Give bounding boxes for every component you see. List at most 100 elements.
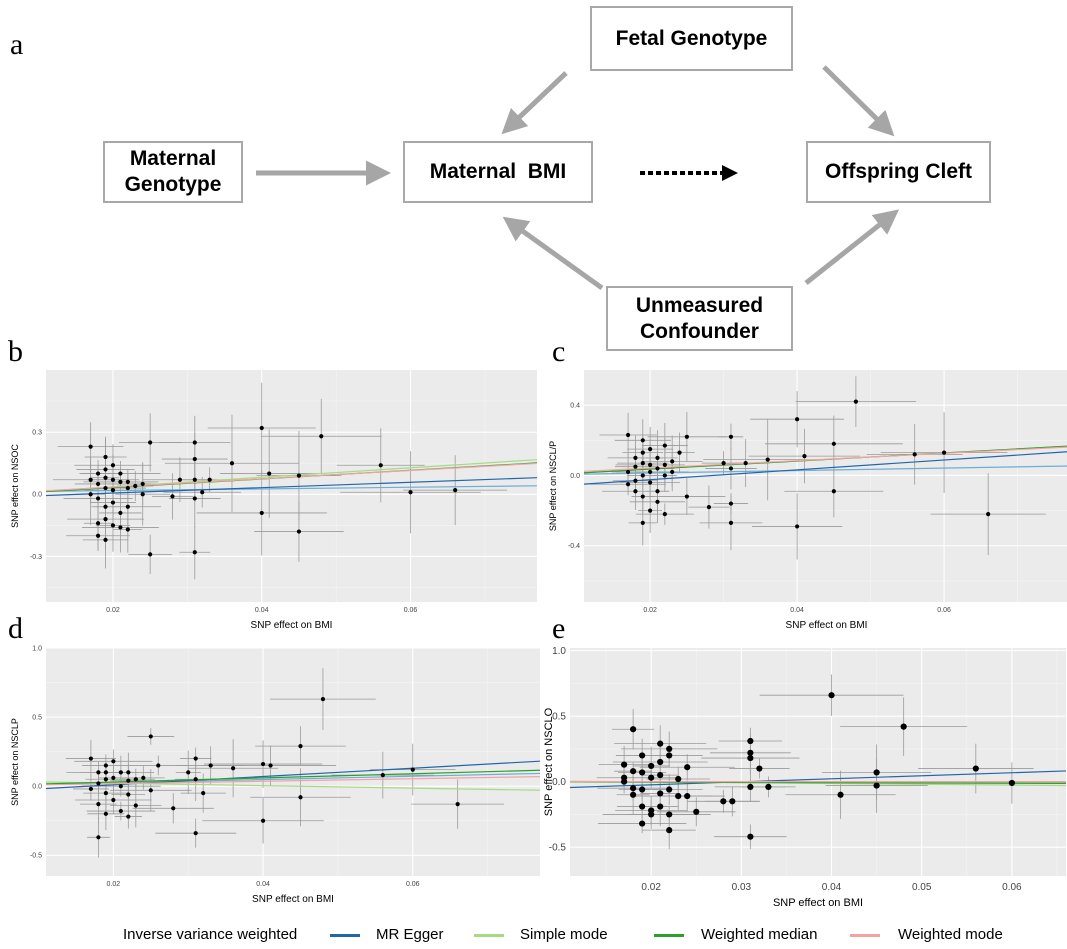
panel-label-c: c xyxy=(552,335,566,368)
data-point xyxy=(873,769,880,776)
data-point xyxy=(378,463,383,468)
data-point xyxy=(118,784,123,789)
node-maternal-genotype: Maternal Genotype xyxy=(103,141,243,203)
data-point xyxy=(96,835,101,840)
data-point xyxy=(662,462,667,468)
data-point xyxy=(831,489,836,494)
data-point xyxy=(640,461,645,466)
data-point xyxy=(639,769,646,776)
data-point xyxy=(380,773,385,778)
data-point xyxy=(630,791,637,798)
data-point xyxy=(684,792,691,800)
data-point xyxy=(630,785,637,792)
y-axis-label: SNP effect on NSCLO xyxy=(543,707,555,816)
data-point xyxy=(728,520,734,526)
data-point xyxy=(259,510,264,516)
y-tick-label: 0.3 xyxy=(32,429,42,436)
data-point xyxy=(630,768,637,775)
data-point xyxy=(831,441,836,446)
data-point xyxy=(140,481,145,487)
plot-background xyxy=(46,648,540,876)
data-point xyxy=(657,790,664,797)
data-point xyxy=(639,752,646,759)
data-point xyxy=(267,471,272,476)
data-point xyxy=(192,550,197,555)
data-point xyxy=(640,438,645,443)
data-point xyxy=(684,434,689,439)
data-point xyxy=(260,761,266,767)
data-point xyxy=(118,479,123,484)
y-tick-label: -0.4 xyxy=(568,543,580,550)
data-point xyxy=(186,770,191,775)
data-point xyxy=(455,802,460,807)
node-offspring-cleft: Offspring Cleft xyxy=(806,141,991,203)
data-point xyxy=(795,524,800,529)
data-point xyxy=(156,763,161,768)
data-point xyxy=(268,763,273,768)
x-tick-label: 0.04 xyxy=(256,881,270,888)
data-point xyxy=(670,469,675,475)
data-point xyxy=(140,492,145,497)
data-point xyxy=(410,767,415,772)
legend-label-weighted-median: Weighted median xyxy=(701,926,818,943)
data-point xyxy=(103,777,108,782)
data-point xyxy=(118,808,123,814)
plot-area xyxy=(584,376,1067,560)
data-point xyxy=(648,762,655,770)
data-point xyxy=(110,523,116,528)
regression-line xyxy=(584,446,1067,472)
data-point xyxy=(648,462,653,468)
data-point xyxy=(640,494,645,499)
data-point xyxy=(662,512,667,517)
x-tick-label: 0.02 xyxy=(643,607,657,614)
legend-label-ivw: Inverse variance weighted xyxy=(123,926,298,943)
regression-line xyxy=(46,776,540,786)
y-tick-label: 1.0 xyxy=(552,646,566,657)
data-point xyxy=(747,749,754,756)
data-point xyxy=(693,808,700,815)
data-point xyxy=(900,723,907,730)
data-point xyxy=(630,726,637,733)
y-tick-label: 0.0 xyxy=(32,784,42,791)
data-point xyxy=(657,772,664,779)
data-point xyxy=(177,477,183,482)
data-point xyxy=(648,480,653,485)
data-point xyxy=(662,443,667,448)
x-tick-label: 0.04 xyxy=(790,607,804,614)
data-point xyxy=(675,775,682,783)
chart-d: 0.02 0.04 0.06 -0.5 0.0 0.5 1.0 SNP effect on B… xyxy=(10,645,540,905)
x-tick-label: 0.04 xyxy=(255,607,269,614)
data-point xyxy=(103,770,108,775)
data-point xyxy=(110,500,116,505)
data-point xyxy=(986,512,991,517)
data-point xyxy=(118,510,123,516)
data-point xyxy=(126,778,131,783)
data-point xyxy=(756,765,763,772)
data-point xyxy=(765,783,772,790)
chart-c: 0.02 0.04 0.06 -0.4 0.0 0.4 SNP effect on BMI S… xyxy=(548,370,1067,631)
x-tick-label: 0.03 xyxy=(732,882,752,893)
data-point xyxy=(873,782,880,789)
data-point xyxy=(655,499,660,504)
y-tick-label: -0.5 xyxy=(549,843,567,854)
data-point xyxy=(95,533,101,538)
y-tick-label: -0.3 xyxy=(30,554,42,561)
data-point xyxy=(837,791,844,798)
legend-label-simple-mode: Simple mode xyxy=(520,926,608,943)
data-point xyxy=(126,792,131,797)
y-tick-label: 0.0 xyxy=(32,492,42,499)
data-point xyxy=(828,692,835,699)
node-maternal-bmi: Maternal BMI xyxy=(403,141,593,203)
data-point xyxy=(657,740,664,747)
legend-label-weighted-mode: Weighted mode xyxy=(898,926,1003,943)
data-point xyxy=(296,529,302,534)
legend-swatch-weighted-mode xyxy=(850,934,880,937)
data-point xyxy=(260,818,266,823)
legend-swatch-mr-egger xyxy=(330,934,360,937)
data-point xyxy=(141,775,146,780)
x-tick-label: 0.02 xyxy=(641,882,661,893)
arrow-confounder-to-offspring xyxy=(804,209,900,285)
data-point xyxy=(229,461,235,466)
data-point xyxy=(118,525,123,530)
data-point xyxy=(148,440,153,445)
